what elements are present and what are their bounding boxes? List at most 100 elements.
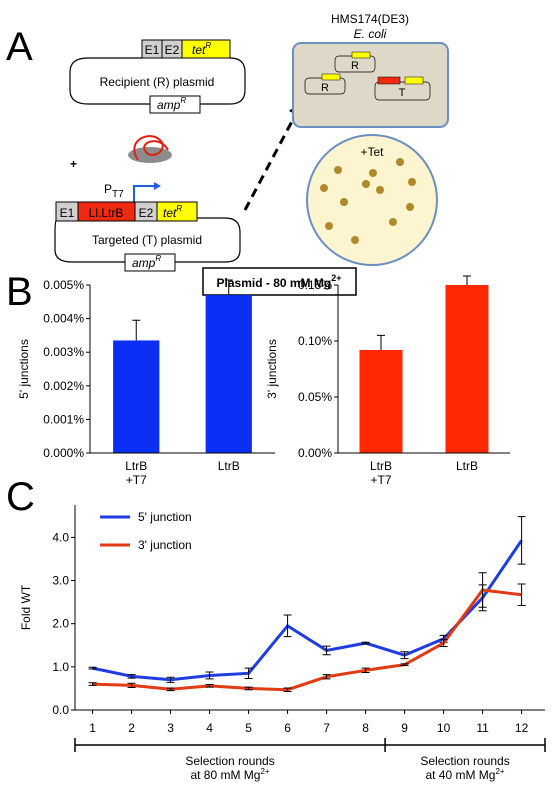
panel-label: B bbox=[6, 270, 33, 314]
gene-sup: R bbox=[176, 204, 182, 213]
x-tick-label: LtrB bbox=[456, 459, 478, 473]
tet-box bbox=[181, 39, 231, 59]
colony bbox=[376, 186, 384, 194]
error-bar bbox=[322, 674, 331, 680]
series-line bbox=[92, 588, 522, 692]
colony bbox=[325, 222, 333, 230]
error-bar bbox=[205, 671, 214, 680]
error-bar bbox=[517, 583, 526, 607]
x-tick-label: 1 bbox=[89, 721, 96, 735]
y-tick-label: 0.002% bbox=[43, 379, 84, 393]
panel-label: A bbox=[6, 25, 33, 69]
y-tick-label: 0.00% bbox=[298, 446, 332, 460]
amp-box bbox=[124, 253, 176, 272]
promoter-sub: T7 bbox=[112, 189, 124, 200]
error-bar bbox=[244, 686, 253, 691]
amp-label: ampR bbox=[132, 254, 161, 270]
intron-label: Ll.LtrB bbox=[89, 206, 124, 220]
y-tick-label: 2.0 bbox=[52, 617, 69, 631]
error-bar bbox=[127, 674, 136, 679]
error-bar bbox=[166, 676, 175, 683]
error-bar bbox=[463, 275, 471, 285]
plasmid-label: Recipient (R) plasmid bbox=[100, 75, 215, 89]
series-line bbox=[92, 539, 523, 682]
species-label: E. coli bbox=[354, 27, 387, 41]
label-line: LtrB bbox=[370, 459, 392, 473]
annotation-sup: 2+ bbox=[495, 767, 504, 776]
promoter: P bbox=[104, 182, 112, 196]
y-tick-label: 0.001% bbox=[43, 412, 84, 426]
mini-box bbox=[321, 73, 341, 81]
x-tick-label: LtrB +T7 bbox=[125, 459, 147, 487]
plate-label: +Tet bbox=[360, 145, 384, 159]
dashed-arrow bbox=[243, 109, 300, 211]
colony bbox=[389, 218, 397, 226]
y-axis-label: Fold WT bbox=[19, 584, 33, 630]
mini-box bbox=[351, 51, 371, 59]
y-tick-label: 0.005% bbox=[43, 278, 84, 292]
colony bbox=[406, 203, 414, 211]
annotation: Selection rounds bbox=[420, 754, 509, 768]
legend-label: 5' junction bbox=[138, 510, 192, 524]
bracket bbox=[74, 738, 546, 752]
x-tick-label: 7 bbox=[323, 721, 330, 735]
error-bar bbox=[361, 641, 370, 645]
x-tick-label: LtrB +T7 bbox=[370, 459, 392, 487]
panel-label: C bbox=[6, 475, 35, 519]
x-tick-label: 3 bbox=[167, 721, 174, 735]
mini-label: T bbox=[399, 87, 406, 99]
gene-sup: R bbox=[180, 96, 186, 105]
error-bar bbox=[88, 666, 97, 670]
y-axis-label: 3' junctions bbox=[265, 339, 279, 399]
y-tick-label: 0.000% bbox=[43, 446, 84, 460]
annotation: at 80 mM Mg2+ bbox=[190, 767, 269, 782]
mini-box bbox=[404, 76, 424, 85]
mini-label: R bbox=[321, 82, 329, 94]
error-bar bbox=[478, 572, 487, 608]
amp-label: ampR bbox=[157, 96, 186, 112]
exon-label: E1 bbox=[145, 43, 160, 57]
gene-sup: R bbox=[205, 41, 211, 50]
y-tick-label: 0.15% bbox=[298, 278, 332, 292]
y-tick-label: 0.0 bbox=[52, 703, 69, 717]
title-text: Plasmid - 80 mM Mg bbox=[217, 276, 332, 290]
mini-plasmid bbox=[374, 81, 431, 101]
bar bbox=[359, 349, 403, 453]
x-tick-label: 12 bbox=[515, 721, 529, 735]
y-tick-label: 0.10% bbox=[298, 334, 332, 348]
exon-label: E1 bbox=[60, 206, 75, 220]
error-bar bbox=[439, 639, 448, 648]
x-tick-label: 5 bbox=[245, 721, 252, 735]
amp-box bbox=[149, 95, 201, 114]
exon-label: E2 bbox=[139, 206, 154, 220]
y-tick-label: 3.0 bbox=[52, 574, 69, 588]
label-line: LtrB bbox=[125, 459, 147, 473]
bar bbox=[445, 285, 489, 453]
label-line: +T7 bbox=[370, 473, 391, 487]
error-bar bbox=[205, 684, 214, 688]
error-bar bbox=[361, 667, 370, 673]
x-tick-label: LtrB bbox=[218, 459, 240, 473]
error-bar bbox=[517, 516, 526, 565]
error-bar bbox=[283, 614, 292, 638]
error-bar bbox=[224, 279, 233, 296]
y-tick-label: 4.0 bbox=[52, 530, 69, 544]
legend-label: 3' junction bbox=[138, 538, 192, 552]
rna bbox=[133, 135, 169, 161]
error-bar bbox=[166, 687, 175, 692]
bar bbox=[205, 295, 252, 453]
gene: tet bbox=[192, 43, 206, 57]
error-bar bbox=[127, 682, 136, 689]
title-sup: 2+ bbox=[331, 273, 341, 283]
promoter-label: PT7 bbox=[104, 182, 124, 200]
plasmid-label: Targeted (T) plasmid bbox=[92, 233, 202, 247]
error-bar bbox=[132, 319, 141, 341]
mini-label: R bbox=[351, 60, 359, 72]
colonies bbox=[320, 158, 416, 244]
y-tick-label: 1.0 bbox=[52, 660, 69, 674]
exon-label: E2 bbox=[165, 43, 180, 57]
annotation-sup: 2+ bbox=[260, 767, 269, 776]
error-bar bbox=[400, 663, 409, 667]
gene: amp bbox=[157, 98, 181, 112]
